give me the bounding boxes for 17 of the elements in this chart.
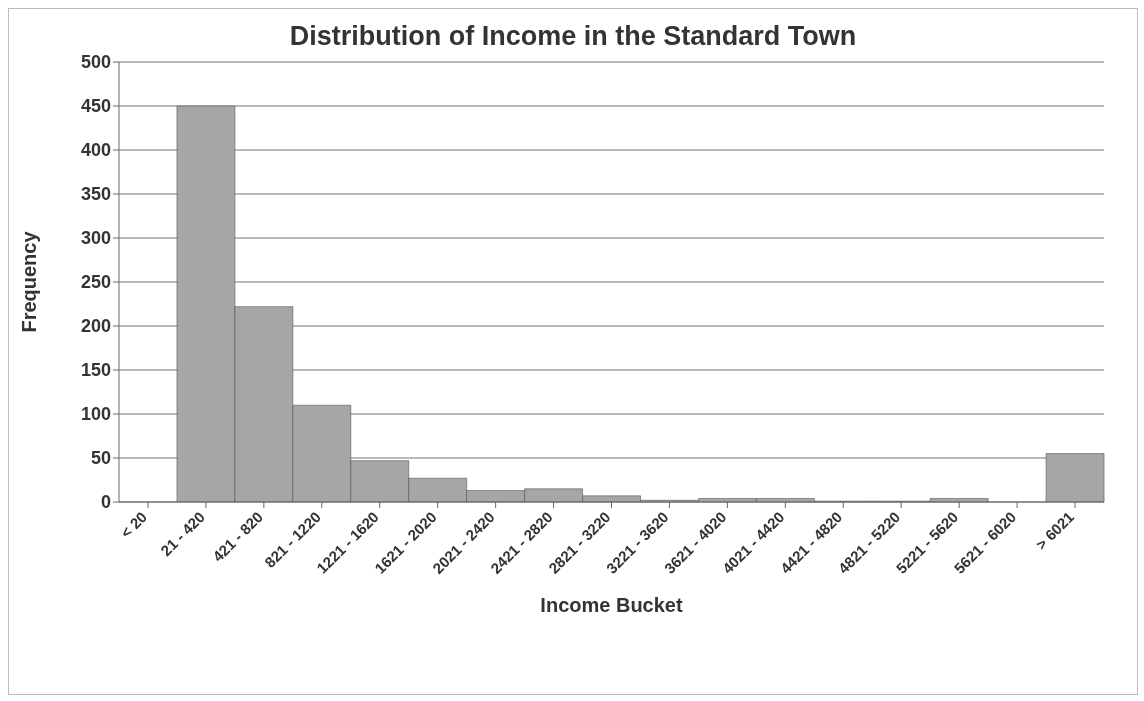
y-tick-label: 500 [80, 52, 111, 73]
x-tick-label: 21 - 420 [157, 508, 209, 560]
y-tick-label: 200 [80, 316, 111, 337]
y-tick-label: 0 [100, 492, 111, 513]
y-tick-label: 400 [80, 140, 111, 161]
y-tick-label: 450 [80, 96, 111, 117]
y-tick-label: 250 [80, 272, 111, 293]
y-tick-label: 350 [80, 184, 111, 205]
x-tick-label: 421 - 820 [209, 508, 266, 565]
x-tick-label: < 20 [117, 508, 151, 542]
y-tick-label: 300 [80, 228, 111, 249]
y-axis-title: Frequency [18, 230, 41, 333]
x-axis-title: Income Bucket [540, 594, 683, 616]
y-tick-label: 150 [80, 360, 111, 381]
y-tick-label: 50 [90, 448, 111, 469]
chart-title: Distribution of Income in the Standard Town [288, 21, 858, 52]
y-tick-label: 100 [80, 404, 111, 425]
